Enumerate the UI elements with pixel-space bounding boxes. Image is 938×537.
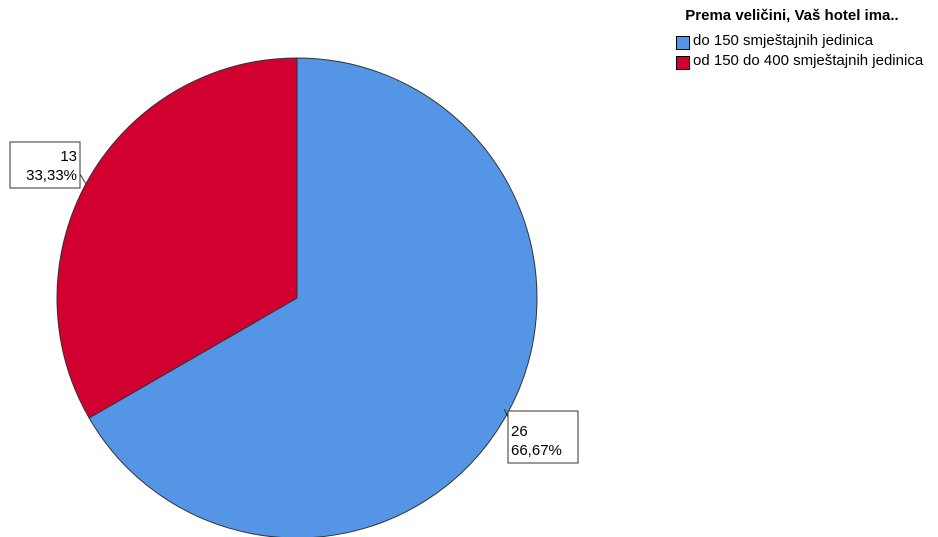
pie-slice-od-150-do-400 bbox=[56, 57, 298, 419]
data-label-leader-od-150-do-400 bbox=[79, 173, 87, 185]
data-label-value-do-150: 26 bbox=[511, 423, 528, 440]
legend-item-do-150: do 150 smještajnih jedinica bbox=[676, 33, 936, 50]
legend-item-od-150-do-400: od 150 do 400 smještajnih jedinica bbox=[676, 53, 936, 70]
data-label-percent-do-150: 66,67% bbox=[511, 442, 562, 459]
legend-swatch-od-150-do-400 bbox=[676, 56, 690, 70]
data-label-leader-do-150 bbox=[503, 408, 509, 418]
data-label-value-od-150-do-400: 13 bbox=[60, 148, 77, 165]
legend: Prema veličini, Vaš hotel ima.. do 150 s… bbox=[676, 8, 936, 73]
data-label-box-do-150 bbox=[507, 410, 579, 464]
pie-slice-do-150 bbox=[88, 57, 538, 537]
legend-items: do 150 smještajnih jedinica od 150 do 40… bbox=[676, 33, 936, 70]
legend-label-do-150: do 150 smještajnih jedinica bbox=[693, 32, 874, 49]
legend-title: Prema veličini, Vaš hotel ima.. bbox=[685, 7, 899, 24]
data-label-do-150: 26 66,67% bbox=[503, 408, 579, 464]
legend-label-od-150-do-400: od 150 do 400 smještajnih jedinica bbox=[693, 52, 924, 69]
data-label-od-150-do-400: 13 33,33% bbox=[9, 141, 87, 189]
legend-swatch-do-150 bbox=[676, 36, 690, 50]
data-label-percent-od-150-do-400: 33,33% bbox=[26, 167, 77, 184]
data-label-box-od-150-do-400 bbox=[9, 141, 81, 189]
